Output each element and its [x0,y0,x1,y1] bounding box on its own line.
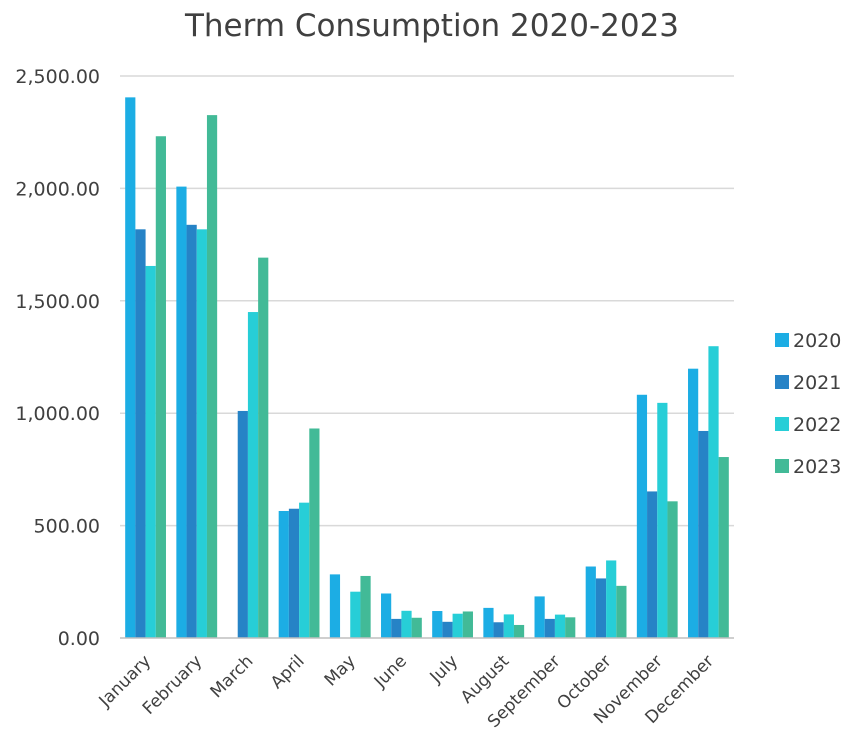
bar-july-2020 [432,611,443,638]
bars [125,97,729,639]
legend-label: 2022 [793,414,841,436]
y-tick-label: 2,500.00 [15,66,100,88]
bar-february-2021 [186,224,197,638]
bar-october-2022 [606,560,617,638]
bar-june-2021 [391,618,402,638]
chart-title: Therm Consumption 2020-2023 [184,8,679,44]
bar-november-2020 [636,394,648,638]
bar-august-2021 [493,622,504,638]
bar-may-2020 [329,574,341,638]
legend-swatch-2021 [775,375,789,389]
y-axis-tick-labels: 0.00 500.00 1,000.00 1,500.00 2,000.00 2,500.… [15,66,100,650]
bar-may-2023 [360,575,371,638]
x-tick-label: July [426,651,462,687]
bar-december-2023 [718,457,729,638]
bar-november-2021 [647,491,658,638]
bar-april-2020 [278,510,289,638]
bar-april-2023 [309,428,320,638]
legend-swatch-2023 [775,459,789,473]
legend-label: 2020 [793,330,841,352]
bar-october-2023 [616,585,627,638]
legend: 2020 2021 2022 2023 [775,330,841,478]
bar-august-2023 [513,624,525,638]
bar-december-2020 [688,368,699,638]
x-tick-label: March [207,651,258,702]
x-tick-label: May [321,651,360,690]
bar-august-2020 [483,607,494,638]
y-tick-label: 500.00 [34,516,100,538]
bar-november-2023 [667,501,678,638]
legend-label: 2021 [793,372,841,394]
y-tick-label: 0.00 [58,628,100,650]
bar-june-2023 [411,617,422,638]
bar-september-2022 [554,614,566,638]
grid-lines [120,75,734,527]
bar-september-2023 [565,617,576,638]
bar-january-2020 [125,97,136,638]
bar-june-2022 [401,610,412,638]
x-tick-label: April [267,651,309,693]
bar-june-2020 [381,593,392,638]
bar-october-2020 [585,566,596,638]
legend-label: 2023 [793,456,841,478]
bar-march-2023 [258,257,269,638]
bar-september-2021 [544,618,555,638]
y-tick-label: 2,000.00 [15,178,100,200]
bar-february-2020 [176,186,187,638]
bar-july-2023 [462,611,473,638]
bar-december-2022 [708,346,719,638]
bar-march-2021 [237,410,248,638]
bar-april-2022 [299,502,310,638]
bar-august-2022 [503,614,514,638]
bar-december-2021 [698,430,709,638]
bar-november-2022 [657,402,668,638]
bar-april-2021 [288,508,300,638]
y-tick-label: 1,000.00 [15,403,100,425]
x-tick-label: June [370,651,411,692]
bar-october-2021 [595,578,607,638]
bar-january-2021 [135,229,146,638]
bar-january-2023 [155,136,166,638]
bar-july-2022 [452,613,463,638]
bar-february-2023 [206,115,218,639]
legend-swatch-2020 [775,333,789,347]
bar-july-2021 [442,621,453,638]
bar-january-2022 [145,265,156,638]
bar-february-2022 [196,229,207,638]
bar-may-2022 [350,591,361,638]
bar-september-2020 [534,596,545,638]
legend-swatch-2022 [775,417,789,431]
y-tick-label: 1,500.00 [15,291,100,313]
bar-march-2022 [247,312,259,638]
